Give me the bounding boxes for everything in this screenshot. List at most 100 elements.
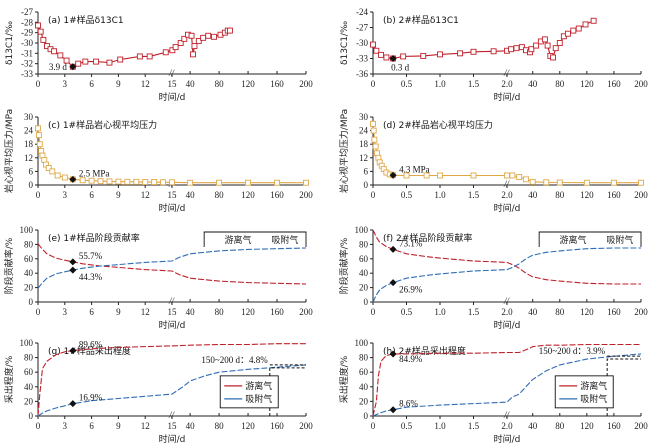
legend-label: 吸附气 bbox=[606, 234, 633, 246]
data-point bbox=[54, 172, 61, 179]
x-tick-label: 0 bbox=[36, 307, 41, 317]
y-tick-label: 12 bbox=[359, 153, 368, 163]
series-line bbox=[37, 364, 307, 417]
y-tick-label: 80 bbox=[24, 239, 34, 249]
x-tick-label: 40 bbox=[186, 190, 196, 200]
y-tick-label: 40 bbox=[24, 382, 34, 392]
x-tick-label: 120 bbox=[241, 79, 255, 89]
x-tick-label: 2.0 bbox=[501, 307, 513, 317]
legend-frame bbox=[538, 231, 642, 247]
y-tick-label: -33 bbox=[21, 69, 33, 79]
chart-title: (c) 1#样品岩心视平均压力 bbox=[48, 119, 157, 131]
x-axis-label: 时间/d bbox=[159, 433, 186, 445]
x-tick-label: 40 bbox=[186, 79, 196, 89]
y-tick-label: 80 bbox=[359, 239, 369, 249]
highlight-marker bbox=[389, 406, 397, 414]
x-tick-label: 40 bbox=[528, 79, 538, 89]
data-point bbox=[528, 46, 535, 53]
y-tick-label: 6 bbox=[29, 166, 34, 176]
x-tick-label: 12 bbox=[141, 190, 150, 200]
series-吸附气 bbox=[37, 364, 307, 417]
data-point bbox=[142, 179, 149, 186]
highlight-marker bbox=[69, 400, 77, 408]
x-tick-label: 160 bbox=[270, 421, 284, 431]
data-point bbox=[37, 28, 44, 35]
data-point bbox=[437, 51, 443, 58]
legend-label: 游离气 bbox=[225, 234, 252, 246]
x-tick-label: 9 bbox=[116, 307, 121, 317]
data-point bbox=[162, 49, 169, 56]
data-point bbox=[370, 41, 376, 48]
y-tick-label: 100 bbox=[20, 338, 34, 348]
x-tick-label: 15 bbox=[168, 307, 178, 317]
data-point bbox=[187, 179, 194, 186]
data-point bbox=[590, 17, 597, 24]
annotation-label: 150~200 d：3.9% bbox=[539, 346, 606, 356]
x-axis-label: 时间/d bbox=[494, 202, 521, 214]
data-point bbox=[516, 174, 523, 181]
data-point bbox=[172, 44, 179, 51]
data-point bbox=[106, 59, 113, 66]
chart-title: (h) 2#样品采出程度 bbox=[383, 345, 466, 357]
y-axis-label: 阶段贡献率/% bbox=[338, 237, 350, 294]
data-point bbox=[583, 179, 590, 186]
axis-break-mark: // bbox=[168, 410, 176, 420]
data-point bbox=[43, 43, 50, 50]
annotation-label: 89.6% bbox=[79, 340, 103, 350]
x-tick-label: 160 bbox=[270, 190, 284, 200]
x-tick-label: 80 bbox=[555, 307, 565, 317]
y-axis-label: 采出程度/% bbox=[3, 355, 15, 403]
data-point bbox=[373, 47, 380, 54]
data-point bbox=[543, 179, 550, 186]
data-point bbox=[226, 27, 233, 34]
x-tick-label: 0 bbox=[371, 79, 376, 89]
x-tick-label: 12 bbox=[141, 421, 150, 431]
data-point bbox=[188, 32, 195, 39]
data-point bbox=[35, 132, 42, 139]
series-line bbox=[37, 247, 307, 289]
series-line bbox=[372, 247, 641, 303]
axis-break-mark: // bbox=[503, 296, 511, 306]
x-tick-label: 3 bbox=[63, 421, 68, 431]
y-axis-label: δ13C1/‰ bbox=[5, 21, 15, 65]
data-point bbox=[508, 46, 515, 53]
data-point bbox=[191, 43, 198, 50]
y-tick-label: -36 bbox=[356, 69, 368, 79]
x-tick-label: 40 bbox=[186, 307, 196, 317]
x-tick-label: 80 bbox=[215, 79, 225, 89]
x-tick-label: 200 bbox=[634, 421, 648, 431]
data-point bbox=[169, 179, 175, 186]
y-tick-label: 40 bbox=[359, 382, 369, 392]
y-tick-label: -30 bbox=[21, 38, 33, 48]
data-point bbox=[490, 48, 497, 55]
highlight-marker bbox=[389, 245, 397, 253]
x-tick-label: 160 bbox=[607, 421, 621, 431]
x-tick-label: 1.0 bbox=[434, 307, 446, 317]
x-tick-label: 0.5 bbox=[401, 190, 413, 200]
y-axis-label: 岩心视平均压力/MPa bbox=[3, 109, 15, 193]
data-point bbox=[151, 179, 158, 186]
y-tick-label: 6 bbox=[364, 166, 369, 176]
chart-title: (d) 2#样品岩心视平均压力 bbox=[383, 119, 493, 131]
x-tick-label: 160 bbox=[607, 190, 621, 200]
data-point bbox=[274, 179, 280, 186]
x-tick-label: 0 bbox=[371, 307, 376, 317]
y-tick-label: -28 bbox=[21, 17, 33, 27]
data-point bbox=[169, 47, 176, 54]
x-tick-label: 160 bbox=[270, 79, 284, 89]
data-point bbox=[146, 53, 153, 60]
data-point bbox=[370, 127, 377, 134]
x-tick-label: 120 bbox=[580, 421, 594, 431]
x-tick-label: 80 bbox=[215, 307, 225, 317]
y-tick-label: 0 bbox=[364, 297, 369, 307]
data-point bbox=[177, 40, 184, 46]
data-point bbox=[371, 136, 378, 143]
x-tick-label: 0.5 bbox=[401, 79, 413, 89]
x-tick-label: 80 bbox=[555, 79, 565, 89]
data-point bbox=[216, 179, 223, 186]
y-tick-label: 24 bbox=[359, 126, 369, 136]
y-tick-label: 80 bbox=[359, 353, 369, 363]
x-tick-label: 80 bbox=[555, 421, 565, 431]
y-tick-label: 24 bbox=[24, 126, 34, 136]
x-axis-label: 时间/d bbox=[494, 91, 521, 103]
